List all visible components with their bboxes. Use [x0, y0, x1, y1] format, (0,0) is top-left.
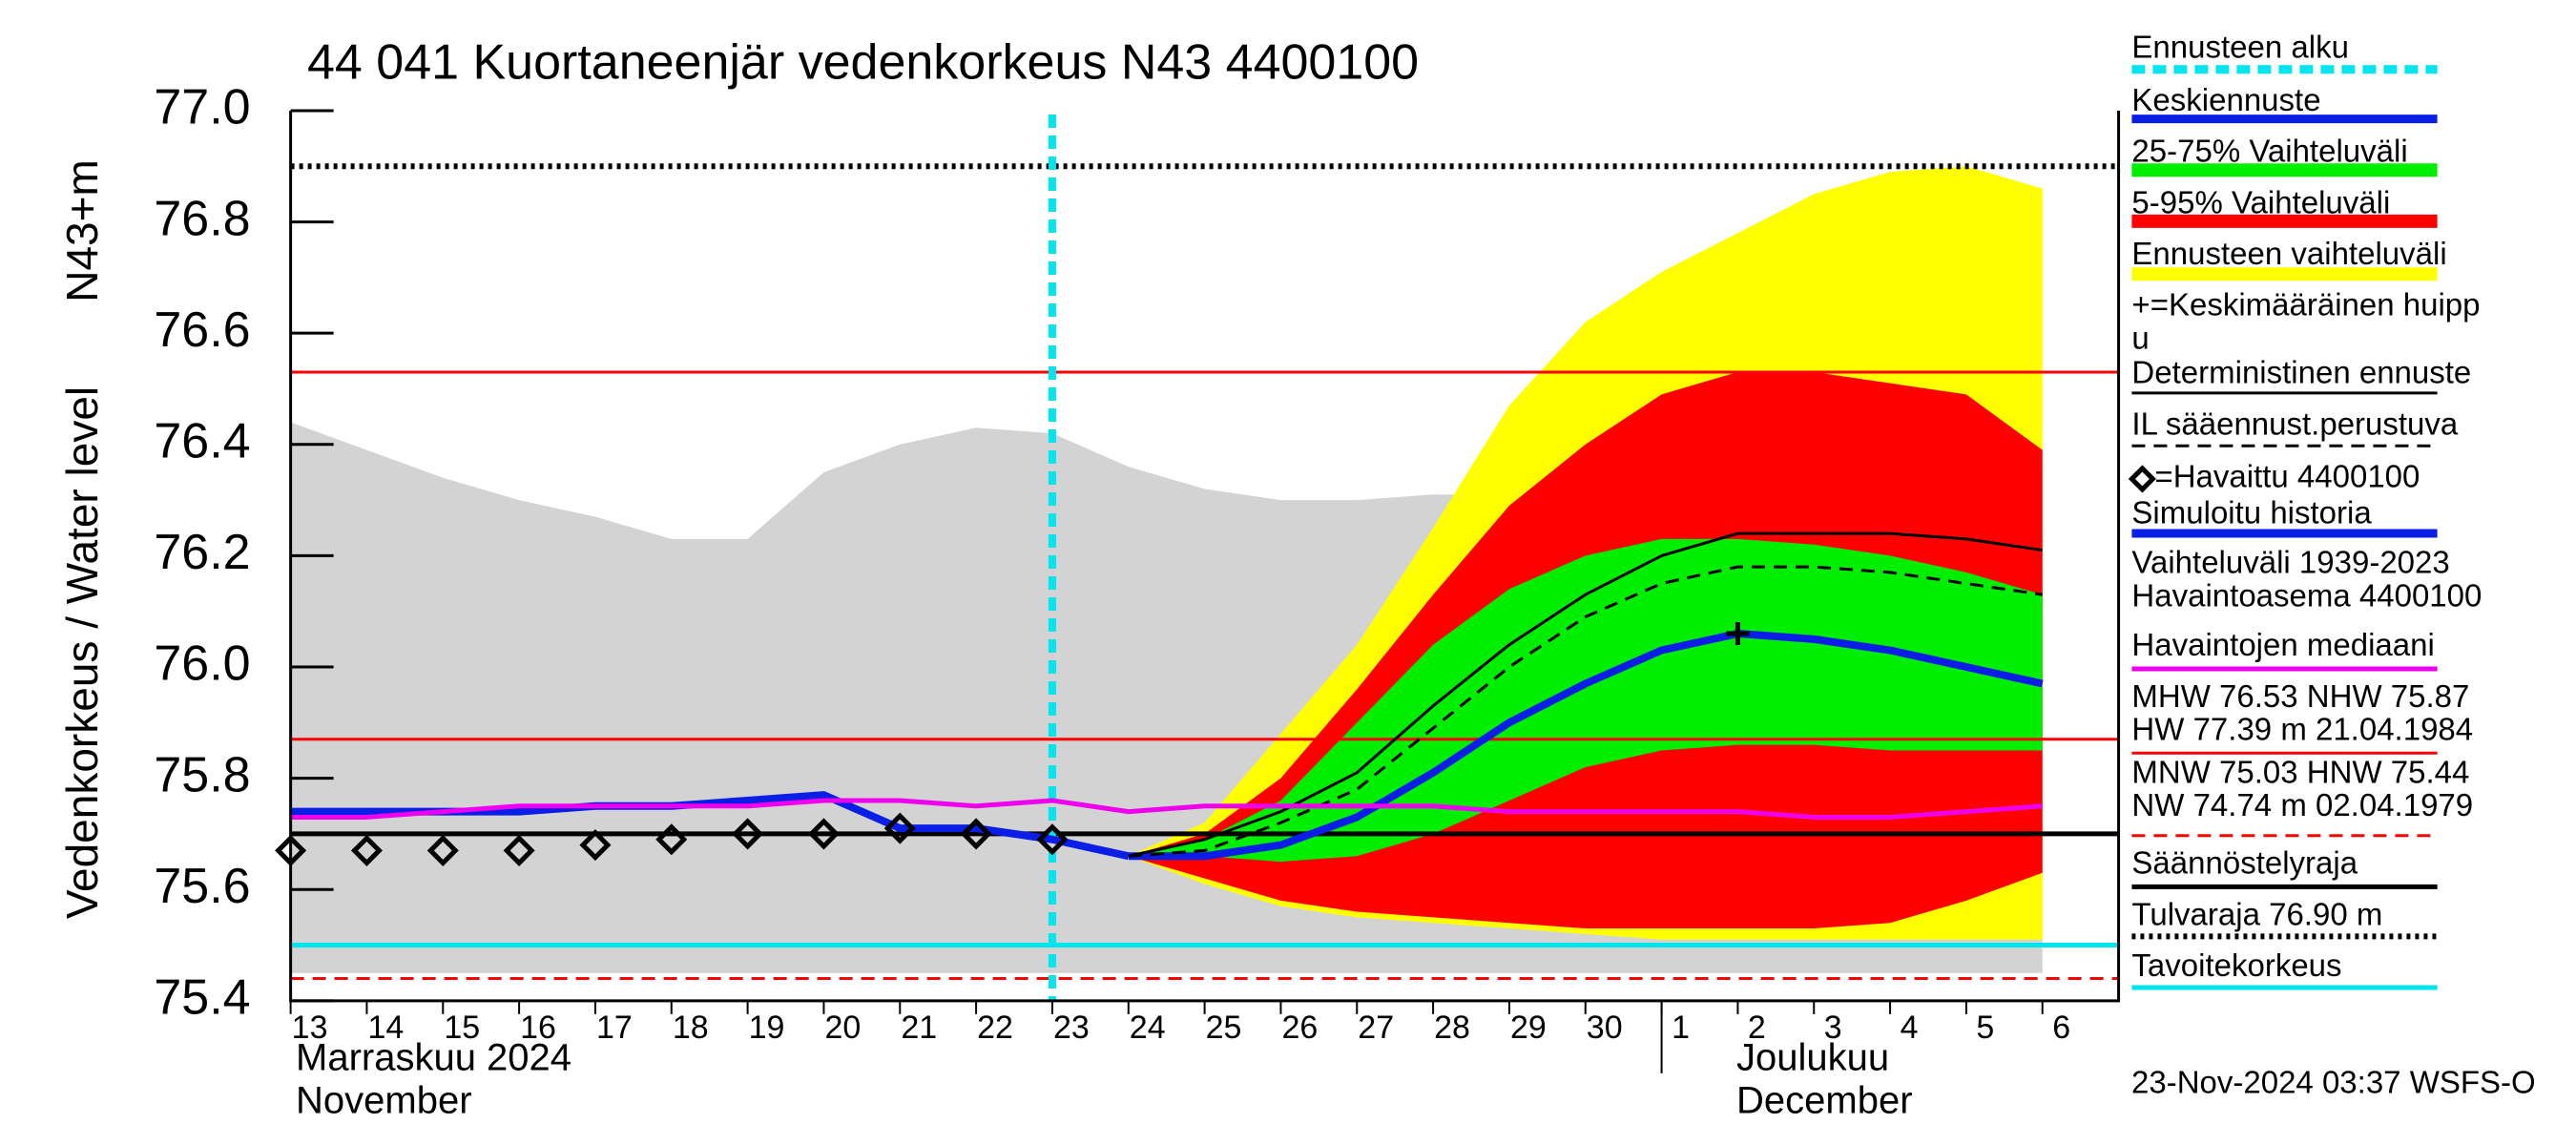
- x-tick-label: 16: [520, 1010, 556, 1046]
- x-tick-label: 17: [596, 1010, 633, 1046]
- y-tick-label: 75.6: [154, 859, 250, 914]
- month-label: Marraskuu 2024: [296, 1037, 571, 1079]
- observed-marker: [960, 818, 992, 850]
- legend-label: Ennusteen vaihteluväli: [2131, 236, 2446, 271]
- observed-marker: [655, 823, 688, 856]
- series-line: [1128, 630, 2044, 861]
- x-tick-label: 2: [1748, 1010, 1766, 1046]
- x-tick-label: 24: [1130, 1010, 1166, 1046]
- x-tick-label: 18: [673, 1010, 709, 1046]
- month-label: November: [296, 1080, 472, 1122]
- legend-label: 25-75% Vaihteluväli: [2131, 134, 2407, 169]
- series-line: [1128, 565, 2043, 858]
- legend-label: MNW 75.03 HNW 75.44: [2131, 754, 2469, 789]
- x-tick-label: 20: [824, 1010, 861, 1046]
- series-line: [290, 798, 2043, 820]
- observed-marker: [807, 818, 840, 850]
- legend-label: Simuloitu historia: [2131, 495, 2372, 531]
- observed-marker: [1036, 823, 1069, 856]
- legend-label: Deterministinen ennuste: [2131, 355, 2471, 390]
- observed-marker: [426, 834, 459, 866]
- x-tick-label: 27: [1358, 1010, 1394, 1046]
- legend-label: Tavoitekorkeus: [2131, 947, 2341, 983]
- x-tick-label: 4: [1901, 1010, 1919, 1046]
- legend-label: Säännöstelyraja: [2131, 845, 2358, 881]
- legend-label: Ennusteen alku: [2131, 30, 2349, 65]
- y-tick-label: 76.8: [154, 191, 250, 246]
- month-label: Joulukuu: [1736, 1037, 1889, 1079]
- y-axis-label: Vedenkorkeus / Water level: [57, 386, 107, 919]
- legend-label: Vaihteluväli 1939-2023: [2131, 545, 2449, 580]
- y-tick-label: 76.6: [154, 302, 250, 358]
- legend-label: MHW 76.53 NHW 75.87: [2131, 678, 2469, 714]
- y-tick-label: 75.8: [154, 747, 250, 802]
- x-tick-label: 22: [977, 1010, 1013, 1046]
- x-tick-label: 14: [367, 1010, 404, 1046]
- plot-frame: [289, 110, 2121, 1003]
- x-tick-label: 6: [2052, 1010, 2070, 1046]
- legend-label: Keskiennuste: [2131, 82, 2320, 117]
- y-tick-label: 76.4: [154, 414, 250, 469]
- x-tick-label: 1: [1672, 1010, 1690, 1046]
- legend-label: =Havaittu 4400100: [2154, 459, 2420, 494]
- chart-title: 44 041 Kuortaneenjär vedenkorkeus N43 44…: [307, 35, 1419, 91]
- legend-label: u: [2131, 320, 2149, 355]
- legend-label: 5-95% Vaihteluväli: [2131, 184, 2390, 219]
- x-tick-label: 25: [1206, 1010, 1242, 1046]
- legend-label: HW 77.39 m 21.04.1984: [2131, 711, 2473, 746]
- y-tick-label: 76.0: [154, 636, 250, 692]
- legend-label: Tulvaraja 76.90 m: [2131, 896, 2382, 931]
- timestamp: 23-Nov-2024 03:37 WSFS-O: [2131, 1065, 2536, 1100]
- x-tick-label: 21: [901, 1010, 937, 1046]
- observed-marker: [350, 834, 383, 866]
- legend-label: IL sääennust.perustuva: [2131, 406, 2458, 441]
- x-tick-label: 13: [292, 1010, 328, 1046]
- y-tick-label: 77.0: [154, 80, 250, 135]
- x-tick-label: 28: [1434, 1010, 1470, 1046]
- month-label: December: [1736, 1080, 1913, 1122]
- x-tick-label: 15: [444, 1010, 480, 1046]
- x-tick-label: 19: [749, 1010, 785, 1046]
- observed-marker: [883, 812, 916, 844]
- x-tick-label: 3: [1824, 1010, 1842, 1046]
- x-tick-label: 26: [1281, 1010, 1318, 1046]
- legend-marker: [2128, 465, 2156, 493]
- y-tick-label: 75.4: [154, 970, 250, 1026]
- legend-label: Havaintojen mediaani: [2131, 627, 2434, 662]
- observed-marker: [503, 834, 535, 866]
- series-line: [1128, 531, 2043, 858]
- x-tick-label: 5: [1976, 1010, 1994, 1046]
- legend-label: +=Keskimääräinen huipp: [2131, 287, 2480, 323]
- x-tick-label: 23: [1053, 1010, 1090, 1046]
- range-band: [1128, 538, 2043, 863]
- x-tick-label: 29: [1510, 1010, 1547, 1046]
- x-tick-label: 30: [1587, 1010, 1623, 1046]
- observed-marker: [579, 829, 612, 862]
- observed-marker: [732, 818, 764, 850]
- legend-label: NW 74.74 m 02.04.1979: [2131, 787, 2473, 822]
- y-unit-label: N43+m: [57, 159, 107, 302]
- peak-marker: [1726, 622, 1750, 646]
- y-tick-label: 76.2: [154, 525, 250, 580]
- legend-label: Havaintoasema 4400100: [2131, 577, 2482, 613]
